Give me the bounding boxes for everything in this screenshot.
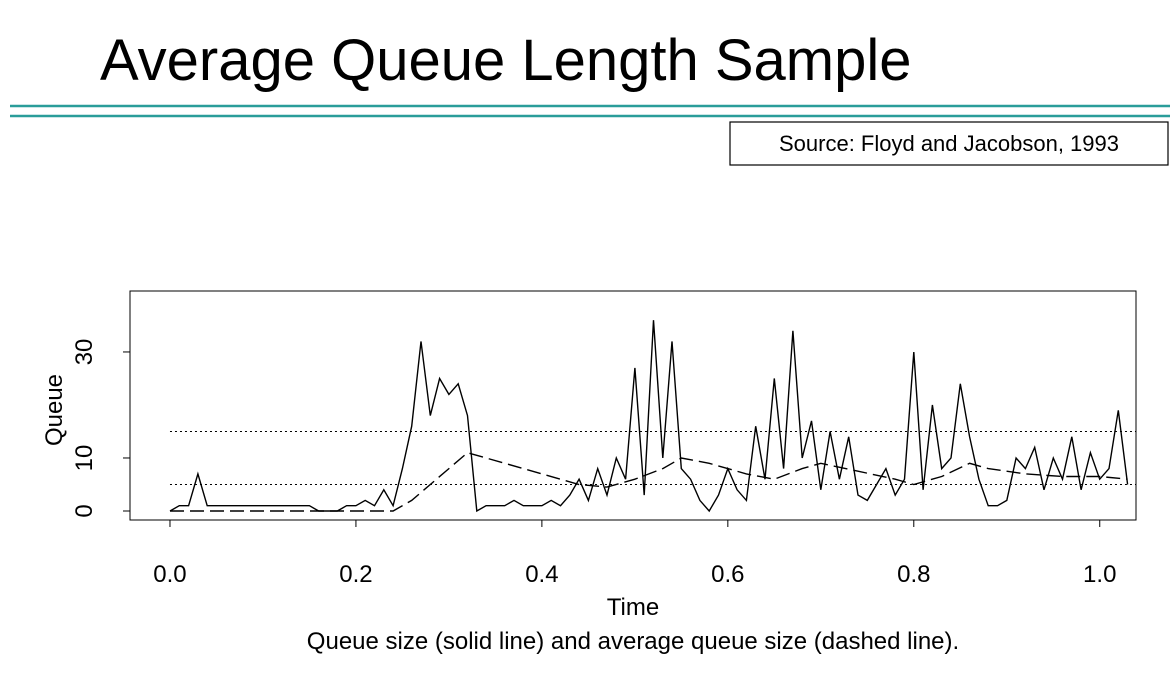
x-tick-label: 1.0 — [1083, 561, 1116, 588]
series-line — [170, 451, 1128, 512]
series-line — [169, 320, 1129, 513]
x-tick-label: 0.6 — [711, 561, 744, 588]
x-tick-label: 0.2 — [339, 561, 372, 588]
x-tick-label: 0.0 — [153, 561, 186, 588]
y-tick-label: 30 — [71, 339, 98, 366]
source-box — [729, 121, 1169, 166]
slide-title: Average Queue Length Sample — [100, 28, 912, 93]
y-tick-label: 0 — [71, 504, 98, 517]
y-tick-label: 10 — [71, 445, 98, 472]
x-tick-label: 0.8 — [897, 561, 930, 588]
x-axis-label: Time — [607, 594, 659, 621]
x-tick-label: 0.4 — [525, 561, 558, 588]
plot-frame — [129, 290, 1137, 521]
source: Source: Floyd and Jacobson, 1993 — [779, 131, 1119, 156]
caption: Queue size (solid line) and average queu… — [307, 628, 959, 655]
y-axis-label: Queue — [41, 374, 68, 446]
